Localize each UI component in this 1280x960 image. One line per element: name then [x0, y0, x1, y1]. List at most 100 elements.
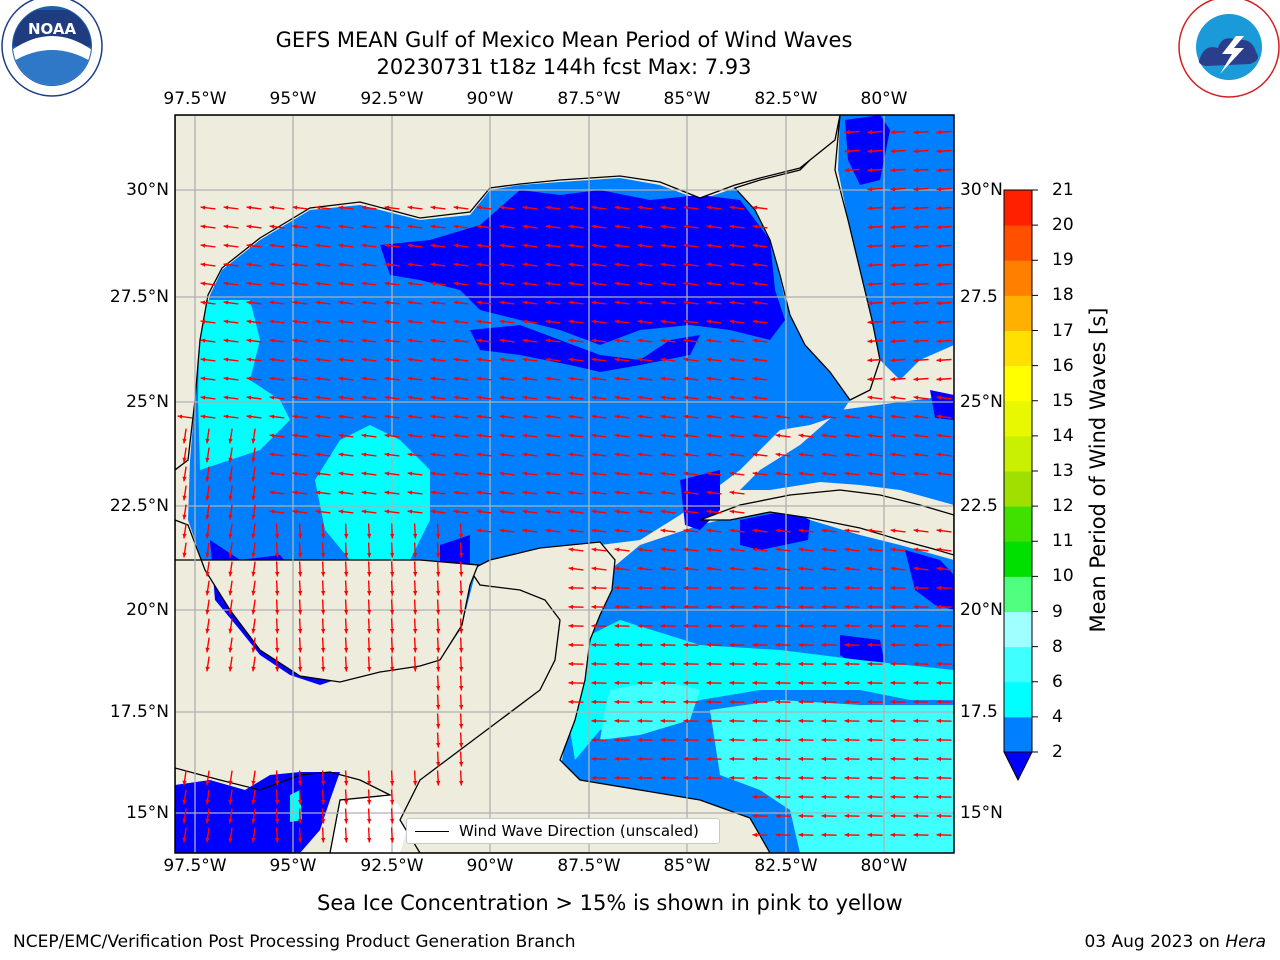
wind-arrow-head — [344, 609, 349, 615]
wind-arrow-head — [936, 149, 942, 154]
wind-arrow-head — [683, 737, 689, 743]
wind-arrow-head — [913, 737, 919, 743]
wind-arrow-head — [292, 205, 298, 210]
wind-arrow-head — [591, 262, 597, 267]
wind-arrow-head — [246, 319, 252, 324]
wind-arrow-head — [936, 547, 942, 552]
wind-arrow-head — [545, 338, 551, 343]
wind-arrow-head — [890, 395, 896, 400]
wind-arrow-head — [275, 799, 280, 805]
wind-arrow-head — [223, 338, 229, 343]
wind-arrow-head — [844, 699, 850, 705]
wind-arrow-head — [890, 471, 896, 476]
wind-arrow-head — [706, 319, 712, 324]
wind-arrow-head — [200, 205, 206, 210]
wind-arrow-head — [867, 320, 873, 325]
wind-arrow-head — [821, 813, 827, 819]
wind-arrow-head — [407, 262, 413, 267]
lon-tick-bottom: 85°W — [663, 856, 711, 876]
wind-arrow-head — [591, 243, 597, 248]
wind-arrow-head — [591, 699, 597, 705]
wind-arrow-head — [890, 282, 896, 287]
wind-arrow-head — [660, 471, 666, 476]
wind-arrow-head — [913, 187, 919, 192]
colorbar-band — [1004, 260, 1032, 296]
wind-arrow-head — [321, 552, 326, 558]
wind-arrow-head — [614, 224, 620, 229]
wind-arrow-head — [367, 609, 372, 615]
wind-arrow-head — [228, 533, 233, 539]
wind-arrow-head — [499, 281, 505, 286]
wind-arrow-head — [390, 552, 395, 558]
wind-arrow-head — [683, 661, 689, 667]
wind-arrow-head — [752, 452, 758, 457]
colorbar-tick-label: 2 — [1052, 742, 1063, 762]
wind-arrow-head — [545, 357, 551, 362]
wind-arrow-head — [338, 319, 344, 324]
wind-arrow-head — [752, 661, 758, 667]
wind-arrow-head — [775, 547, 781, 552]
wind-arrow-head — [568, 699, 574, 705]
wind-arrow-head — [614, 338, 620, 343]
wind-arrow-head — [545, 414, 551, 419]
wind-arrow-head — [683, 338, 689, 343]
wind-arrow-head — [361, 338, 367, 343]
wind-arrow-head — [936, 187, 942, 192]
wind-arrow-head — [568, 471, 574, 476]
wind-arrow-head — [384, 262, 390, 267]
wind-arrow-head — [315, 319, 321, 324]
lat-tick-right: 27.5 — [960, 287, 998, 307]
wind-arrow-head — [637, 471, 643, 476]
wind-arrow-head — [591, 718, 597, 724]
wind-arrow-head — [798, 699, 804, 705]
wind-arrow-head — [775, 794, 781, 800]
wind-arrow-head — [430, 395, 436, 400]
wind-arrow-head — [344, 552, 349, 558]
wind-arrow-head — [338, 300, 344, 305]
wind-arrow-head — [499, 262, 505, 267]
wind-arrow-head — [269, 281, 275, 286]
wind-arrow-head — [568, 338, 574, 343]
wind-arrow-head — [275, 571, 280, 577]
wind-arrow-head — [275, 609, 280, 615]
wind-arrow-head — [844, 130, 850, 135]
wind-arrow-head — [913, 699, 919, 705]
wind-arrow-head — [936, 339, 942, 344]
wind-arrow-head — [867, 339, 873, 344]
wind-arrow-head — [459, 628, 464, 634]
wind-arrow-head — [476, 243, 482, 248]
wind-arrow-head — [614, 452, 620, 457]
wind-arrow-head — [683, 490, 689, 495]
wind-arrow-head — [430, 300, 436, 305]
wind-arrow-head — [522, 414, 528, 419]
wind-arrow-head — [936, 358, 942, 363]
wind-arrow-head — [545, 395, 551, 400]
wind-arrow-head — [890, 699, 896, 705]
wind-arrow-head — [591, 490, 597, 495]
wind-arrow-head — [430, 224, 436, 229]
wind-arrow-head — [752, 604, 758, 610]
wind-arrow-head — [430, 338, 436, 343]
wind-arrow-head — [292, 338, 298, 343]
wind-arrow-head — [614, 623, 620, 629]
wind-arrow-head — [591, 623, 597, 629]
wind-arrow-head — [844, 604, 850, 610]
wind-arrow-head — [844, 623, 850, 629]
wind-arrow-head — [752, 433, 758, 438]
wind-arrow-head — [407, 338, 413, 343]
wind-arrow-head — [361, 395, 367, 400]
wind-arrow-head — [459, 780, 464, 786]
wind-arrow-head — [459, 723, 464, 729]
wind-arrow-head — [522, 452, 528, 457]
wind-arrow-head — [752, 319, 758, 324]
wind-arrow-head — [729, 357, 735, 362]
wind-arrow-head — [205, 837, 210, 843]
wind-arrow-head — [251, 628, 256, 634]
wind-arrow-head — [729, 205, 735, 210]
wind-arrow-head — [614, 775, 620, 781]
wind-arrow-head — [798, 718, 804, 724]
wind-arrow-head — [367, 666, 372, 672]
lat-tick-left: 20°N — [126, 600, 169, 620]
wind-arrow-head — [269, 300, 275, 305]
wind-arrow-head — [821, 471, 827, 476]
